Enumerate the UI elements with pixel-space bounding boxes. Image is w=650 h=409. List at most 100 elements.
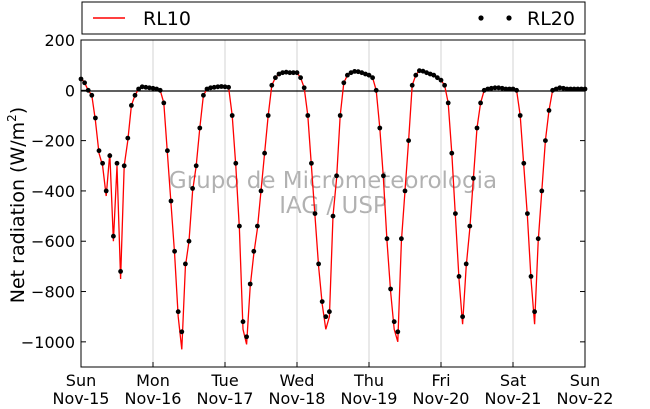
rl20-point [489,85,494,91]
rl20-point [535,236,541,242]
rl20-point [352,69,357,74]
rl20-point [265,113,271,118]
rl20-point [363,71,368,77]
rl20-point [485,86,491,92]
watermark-line1: Grupo de Micrometeorologia [169,168,497,194]
rl20-point [129,103,134,108]
rl20-point [111,233,116,239]
rl20-point [413,72,419,78]
rl20-point [143,84,149,90]
x-tick-label-date: Nov-15 [53,389,110,408]
rl20-point [258,188,264,194]
rl20-point [503,86,509,92]
rl20-point [420,68,426,74]
rl20-point [309,160,314,166]
x-axis: SunNov-15MonNov-16TueNov-17WedNov-18ThuN… [53,362,614,408]
rl20-point [553,86,559,92]
rl20-point [366,72,372,78]
rl20-point [262,150,267,156]
rl20-point [229,113,235,118]
rl20-point [298,75,303,81]
rl20-point [226,84,232,90]
rl20-point [319,299,325,304]
rl20-point [449,150,455,156]
rl20-point [251,248,257,254]
rl20-point [201,92,206,98]
x-tick-label-date: Nov-21 [485,389,542,408]
plot-area [80,39,586,368]
x-tick-label-weekday: Wed [280,371,315,390]
rl20-point [165,148,170,154]
rl20-point [525,211,530,217]
y-axis-label: Net radiation (W/m2) [5,107,29,303]
y-axis: 200 0 −200 −400 −600 −800 −1000 [21,31,585,352]
rl20-point [316,261,321,267]
rl20-point [507,86,512,92]
rl20-point [208,85,214,91]
rl20-point [528,274,534,279]
rl20-point [517,113,523,118]
y-axis-label-main: Net radiation (W/m [7,122,29,303]
rl20-point [373,87,379,93]
rl20-point [197,125,203,131]
y-tick-label: −400 [31,182,75,201]
rl20-point [327,309,332,315]
rl20-point [557,85,563,91]
rl20-point [103,188,109,194]
x-tick-label-weekday: Mon [136,371,170,390]
rl20-point [273,75,278,81]
rl20-point [294,70,300,76]
rl20-point [337,113,343,118]
legend: RL10 RL20 [81,1,586,35]
rl20-point [215,84,221,90]
rl20-point [139,84,145,90]
rl20-point [539,188,545,194]
rl20-point [395,329,401,335]
rl20-point [211,84,217,90]
rl20-point [330,213,336,219]
rl20-point [125,135,131,141]
rl20-point [388,286,393,292]
rl20-point [561,85,566,91]
x-tick-label-date: Nov-22 [557,389,614,408]
x-tick-label-date: Nov-16 [125,389,182,408]
rl20-point [107,153,113,159]
rl20-point [96,148,102,154]
rl20-point [193,163,199,169]
legend-rl10-label: RL10 [143,8,191,30]
rl20-point [172,248,178,254]
rl20-point [514,87,519,93]
rl20-point [492,85,498,91]
rl20-point [244,334,250,340]
rl20-point [305,113,311,118]
legend-rl20-label: RL20 [527,8,575,30]
rl20-point [460,314,465,320]
rl20-point [255,223,260,229]
rl20-point [417,68,422,74]
x-tick-label-date: Nov-17 [197,389,254,408]
rl20-point [384,236,390,242]
y-tick-label: −200 [31,132,75,151]
rl20-point [456,274,462,279]
x-tick-label-date: Nov-19 [341,389,398,408]
rl20-point [283,69,289,75]
rl20-point [269,82,275,88]
rl20-point [190,186,196,191]
rl20-point [478,100,483,106]
y-axis-label-close: ) [7,107,29,114]
rl20-point [409,82,415,88]
rl20-point [345,72,350,78]
rl20-point [438,77,444,83]
rl20-point [85,87,91,93]
rl20-point [132,92,138,98]
rl20-point [546,108,552,113]
rl20-point [150,85,156,91]
rl20-point [370,75,375,81]
rl20-point [348,70,354,76]
rl20-point [463,261,469,267]
grid-lines [152,40,514,367]
rl20-point [355,69,361,75]
rl20-point [399,236,404,242]
rl20-point [136,86,142,92]
